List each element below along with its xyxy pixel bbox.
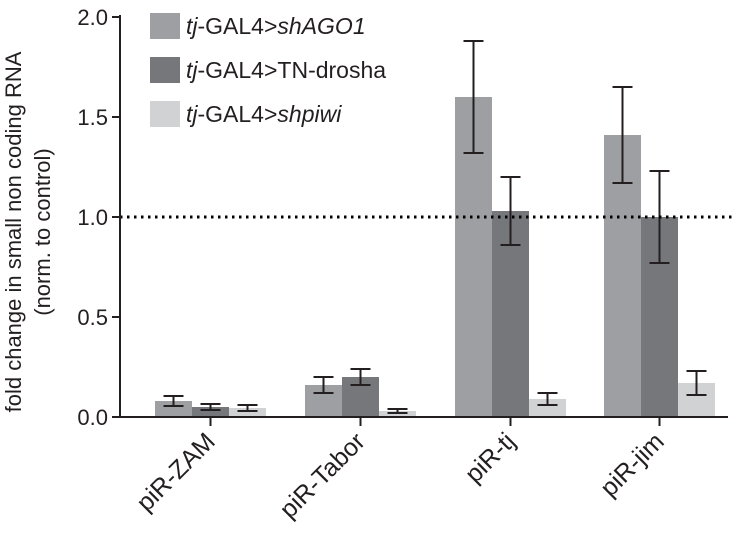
y-tick-label: 0.0: [77, 405, 108, 430]
error-bar: [200, 403, 221, 411]
error-bar: [612, 86, 633, 184]
x-tick-label: piR-tj: [460, 427, 521, 488]
x-tick-label: piR-jim: [595, 427, 670, 502]
error-bar: [163, 395, 184, 407]
bars-layer: [155, 40, 715, 417]
y-axis-title-line: fold change in small non coding RNA: [1, 51, 26, 412]
legend-label: tj-GAL4>shpiwi: [186, 101, 342, 127]
error-bar: [500, 176, 521, 246]
legend-item: tj-GAL4>shpiwi: [150, 101, 342, 127]
error-bar: [313, 376, 334, 394]
x-tick-label: piR-ZAM: [131, 427, 221, 517]
error-bar: [387, 408, 408, 414]
bar-piR-ZAM-series-2: [192, 407, 229, 417]
legend-item: tj-GAL4>TN-drosha: [150, 57, 386, 83]
bar-piR-tj-series-3: [529, 399, 566, 417]
legend-swatch: [150, 57, 180, 83]
legend: tj-GAL4>shAGO1 tj-GAL4>TN-drosha tj-GAL4>s…: [150, 13, 386, 127]
error-bar: [537, 392, 558, 406]
error-bar: [237, 404, 258, 412]
bar-piR-ZAM-series-3: [229, 408, 266, 417]
error-bar: [686, 370, 707, 396]
y-tick-label: 0.5: [77, 305, 108, 330]
legend-swatch: [150, 101, 180, 127]
y-tick-label: 1.5: [77, 105, 108, 130]
legend-item: tj-GAL4>shAGO1: [150, 13, 366, 39]
legend-swatch: [150, 13, 180, 39]
legend-label: tj-GAL4>TN-drosha: [186, 57, 386, 83]
y-axis-title-line: (norm. to control): [30, 148, 55, 316]
error-bar: [463, 40, 484, 154]
error-bar: [350, 368, 371, 386]
x-tick-label: piR-Tabor: [274, 427, 370, 523]
y-tick-label: 1.0: [77, 205, 108, 230]
legend-label: tj-GAL4>shAGO1: [186, 13, 366, 39]
y-tick-label: 2.0: [77, 5, 108, 30]
